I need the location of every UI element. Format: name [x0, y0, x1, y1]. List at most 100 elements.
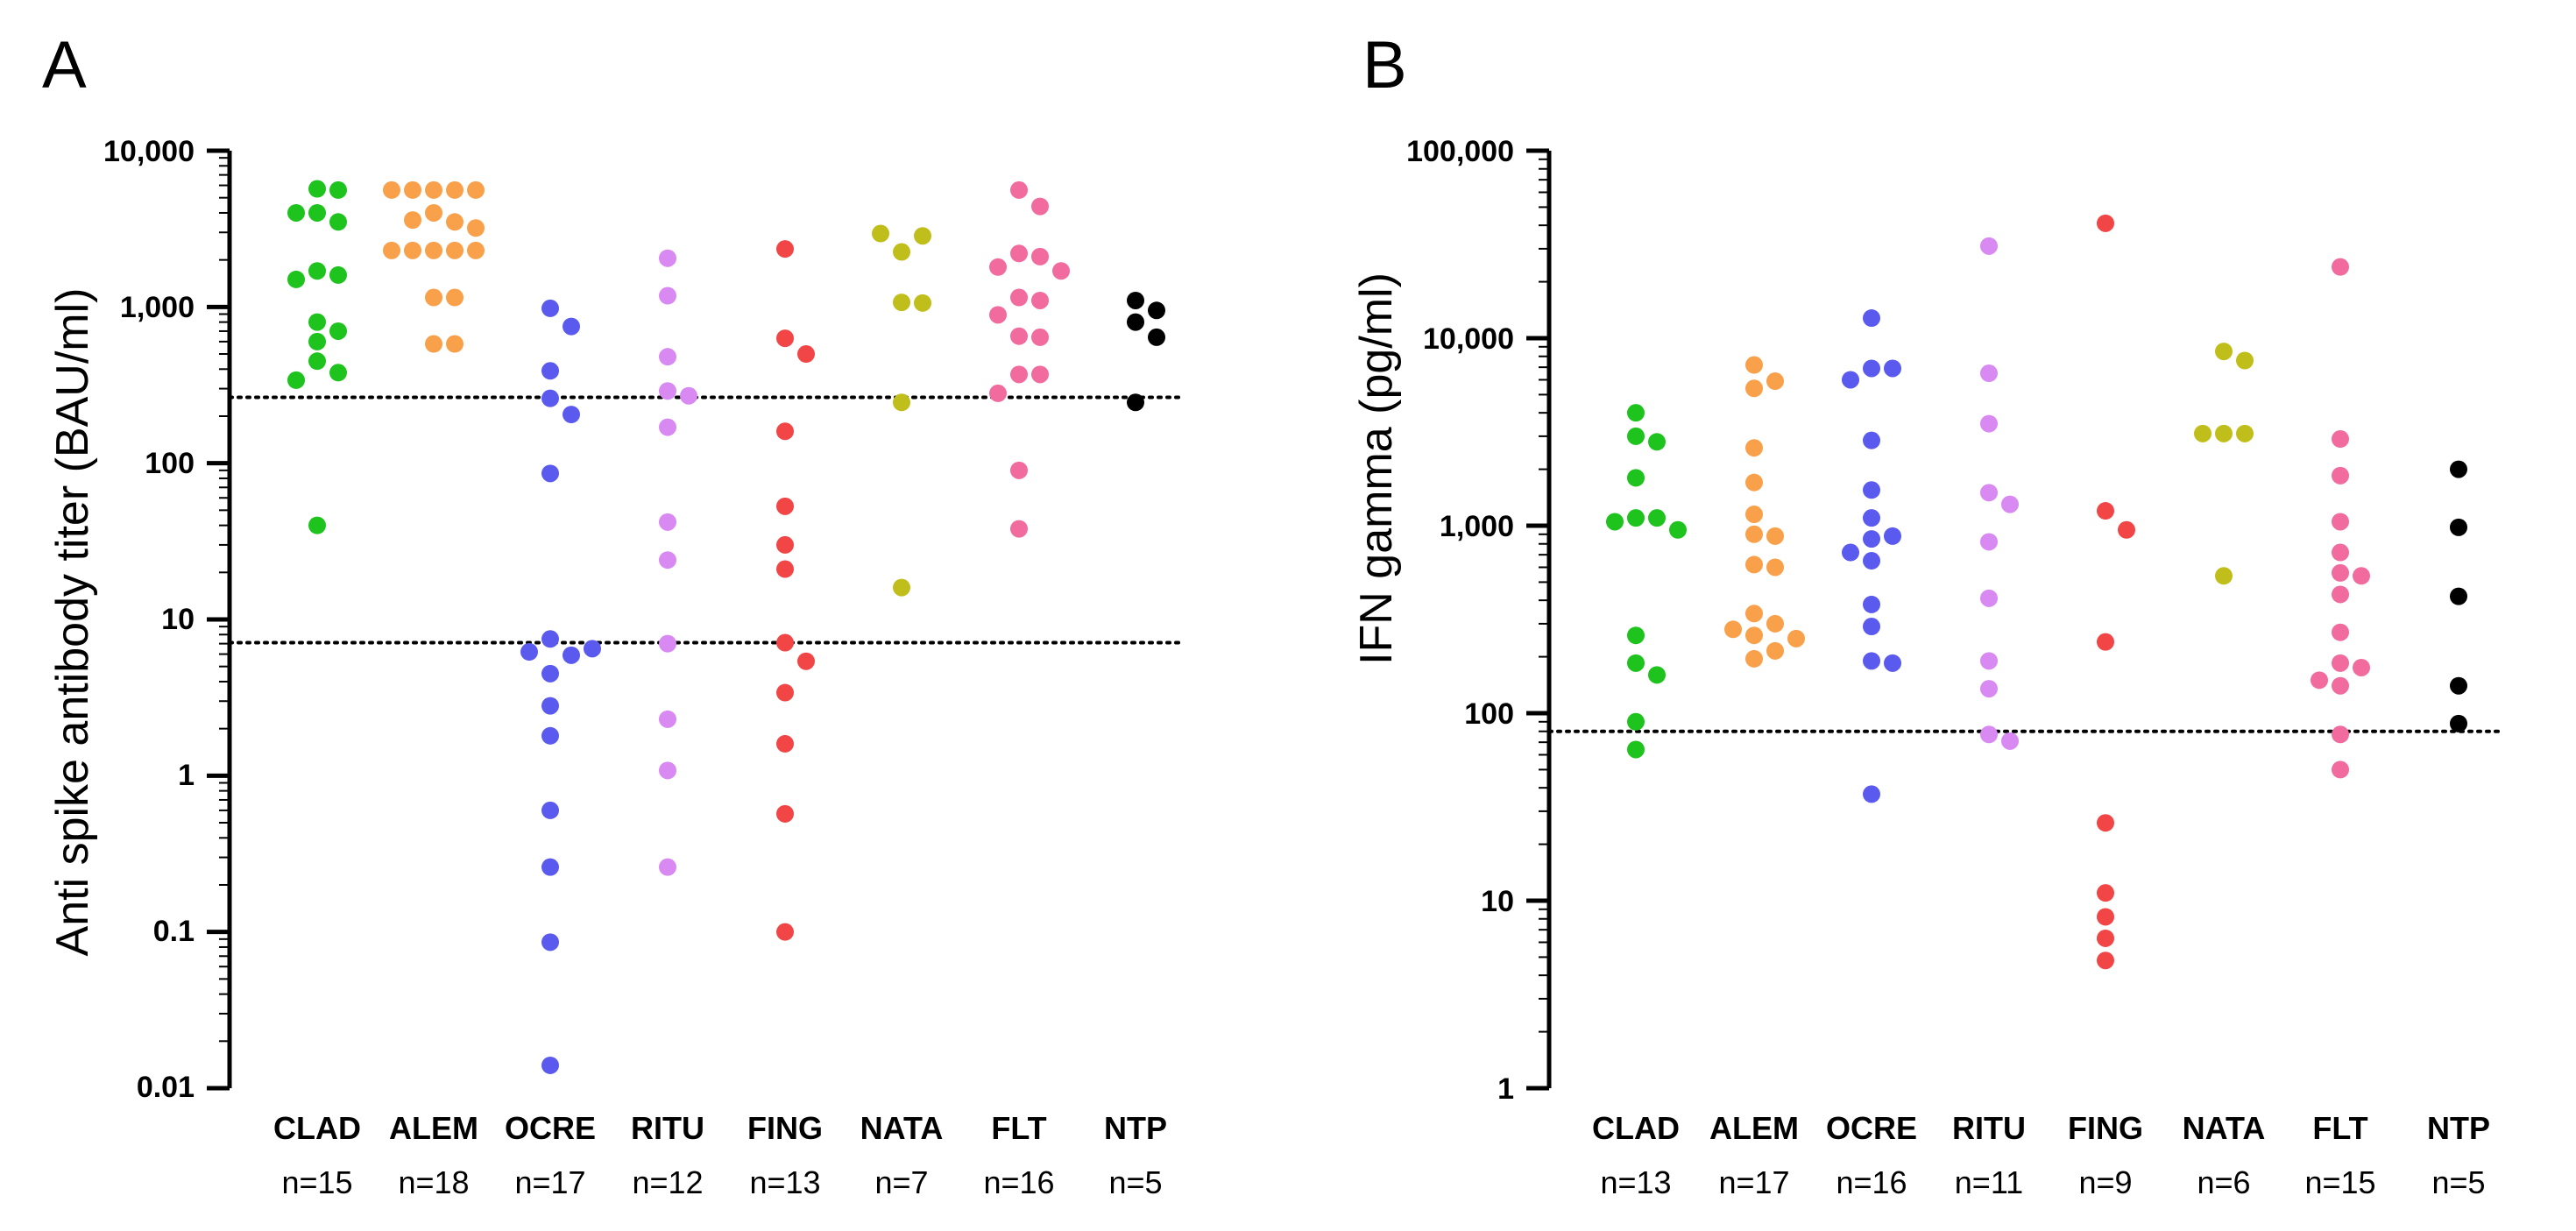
data-point-alem	[404, 241, 421, 259]
panel-a-ytick-label: 1,000	[120, 291, 195, 324]
data-point-nata	[2236, 351, 2254, 370]
data-point-flt	[2332, 513, 2349, 531]
data-point-clad	[308, 332, 326, 350]
data-point-clad	[308, 516, 326, 534]
data-point-ritu	[1980, 725, 1998, 744]
panel-b-category-label: NTP	[2427, 1110, 2490, 1146]
data-point-alem	[1766, 641, 1784, 660]
data-point-flt	[1031, 291, 1049, 309]
data-point-fing	[2097, 502, 2114, 520]
data-point-nata	[893, 243, 910, 261]
data-point-alem	[1766, 614, 1784, 633]
panel-a-ytick-label: 10	[161, 603, 195, 636]
data-point-alem	[1745, 626, 1763, 645]
data-point-fing	[776, 560, 794, 578]
panel-a-ytick-label: 1	[178, 759, 195, 792]
panel-a-category-label: NTP	[1104, 1110, 1167, 1146]
panel-a-ytick-label: 10,000	[103, 135, 195, 168]
data-point-flt	[2332, 654, 2349, 672]
data-point-fing	[776, 734, 794, 753]
panel-a-ytick-label: 100	[145, 447, 195, 480]
data-point-ocre	[1863, 509, 1880, 527]
data-point-nata	[2215, 424, 2233, 442]
data-point-ritu	[659, 418, 676, 436]
panel-a-category-label: ALEM	[389, 1110, 478, 1146]
panel-b-ytick-label: 1	[1497, 1072, 1514, 1106]
panel-b-n-label: n=5	[2431, 1164, 2485, 1200]
data-point-ocre	[1863, 530, 1880, 548]
data-point-flt	[2353, 567, 2370, 585]
data-point-clad	[287, 371, 305, 389]
data-point-ocre	[541, 858, 559, 876]
panel-b-ytick-label: 10	[1481, 885, 1514, 918]
data-point-clad	[329, 322, 347, 340]
panel-a-n-label: n=13	[749, 1164, 820, 1200]
data-point-alem	[1745, 605, 1763, 623]
data-point-ntp	[2450, 714, 2467, 732]
data-point-clad	[1606, 513, 1624, 531]
panel-b-n-label: n=6	[2197, 1164, 2250, 1200]
data-point-nata	[2194, 424, 2212, 442]
panel-b-category-labels: CLAD ALEM OCRE RITU FING NATA FLT NTP n=…	[1592, 1110, 2490, 1200]
data-point-clad	[1627, 469, 1645, 487]
data-point-ocre	[1863, 481, 1880, 499]
data-point-alem	[467, 241, 485, 259]
data-point-ritu	[1980, 364, 1998, 383]
data-point-flt	[2332, 563, 2349, 582]
data-point-ritu	[1980, 484, 1998, 502]
panel-a-n-label: n=15	[281, 1164, 352, 1200]
data-point-flt	[2311, 671, 2328, 690]
data-point-fing	[776, 804, 794, 823]
panel-a-letter: A	[42, 28, 87, 103]
data-point-ritu	[1980, 237, 1998, 255]
data-point-flt	[2353, 658, 2370, 676]
data-point-fing	[2097, 633, 2114, 651]
panel-a-n-label: n=18	[398, 1164, 469, 1200]
data-point-fing	[776, 683, 794, 702]
panel-b-ytick-label: 1,000	[1440, 510, 1514, 543]
data-point-clad	[308, 203, 326, 222]
data-point-clad	[1627, 654, 1645, 672]
data-point-fing	[776, 923, 794, 941]
data-point-ritu	[1980, 652, 1998, 670]
data-point-alem	[1766, 372, 1784, 391]
data-point-ocre	[541, 726, 559, 745]
data-point-ocre	[1842, 543, 1859, 562]
data-point-nata	[893, 294, 910, 312]
data-point-ritu	[659, 513, 676, 531]
data-point-flt	[2332, 585, 2349, 604]
data-point-flt	[2332, 258, 2349, 276]
panel-b-letter: B	[1362, 28, 1407, 103]
panel-b-n-label: n=11	[1955, 1164, 2023, 1200]
data-point-alem	[1745, 649, 1763, 668]
data-point-flt	[2332, 623, 2349, 641]
data-point-nata	[872, 224, 889, 243]
data-point-clad	[308, 180, 326, 198]
data-point-ocre	[1863, 309, 1880, 328]
data-point-flt	[2332, 543, 2349, 562]
data-point-alem	[446, 180, 464, 199]
data-point-nata	[2215, 567, 2233, 585]
panel-b-category-label: FLT	[2312, 1110, 2367, 1146]
data-point-ocre	[1863, 552, 1880, 570]
data-point-clad	[308, 313, 326, 331]
data-point-ocre	[1863, 785, 1880, 803]
data-point-alem	[446, 213, 464, 231]
data-point-ntp	[1127, 291, 1144, 309]
data-point-ocre	[563, 406, 580, 424]
panel-b-category-label: RITU	[1952, 1110, 2026, 1146]
data-point-ritu	[659, 858, 676, 876]
data-point-ocre	[541, 697, 559, 715]
data-point-ntp	[1148, 328, 1165, 346]
data-point-clad	[329, 213, 347, 231]
panel-a-n-label: n=12	[632, 1164, 703, 1200]
data-point-ritu	[1980, 680, 1998, 698]
panel-a-ytick-label: 0.01	[137, 1071, 195, 1104]
data-point-clad	[1648, 509, 1666, 527]
panel-a-n-label: n=7	[874, 1164, 928, 1200]
data-point-ntp	[2450, 676, 2467, 695]
data-point-ocre	[541, 801, 559, 819]
data-point-alem	[425, 180, 442, 199]
data-point-flt	[2332, 430, 2349, 449]
data-point-fing	[776, 633, 794, 652]
